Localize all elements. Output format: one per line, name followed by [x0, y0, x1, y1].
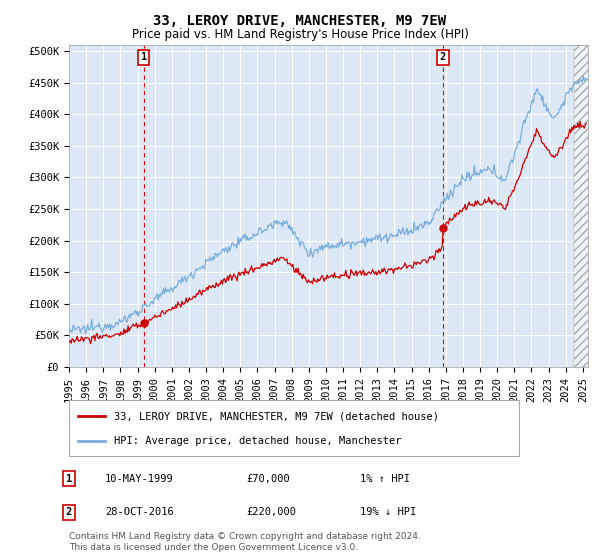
- Text: 2: 2: [440, 53, 446, 62]
- Bar: [574, 45, 592, 367]
- Text: HPI: Average price, detached house, Manchester: HPI: Average price, detached house, Manc…: [114, 436, 401, 446]
- Text: 19% ↓ HPI: 19% ↓ HPI: [360, 507, 416, 517]
- Text: Contains HM Land Registry data © Crown copyright and database right 2024.
This d: Contains HM Land Registry data © Crown c…: [69, 532, 421, 552]
- Text: 28-OCT-2016: 28-OCT-2016: [105, 507, 174, 517]
- Text: 33, LEROY DRIVE, MANCHESTER, M9 7EW (detached house): 33, LEROY DRIVE, MANCHESTER, M9 7EW (det…: [114, 411, 439, 421]
- Text: 1% ↑ HPI: 1% ↑ HPI: [360, 474, 410, 484]
- Text: £70,000: £70,000: [246, 474, 290, 484]
- Text: Price paid vs. HM Land Registry's House Price Index (HPI): Price paid vs. HM Land Registry's House …: [131, 28, 469, 41]
- Text: 1: 1: [66, 474, 72, 484]
- Text: 10-MAY-1999: 10-MAY-1999: [105, 474, 174, 484]
- Text: 1: 1: [140, 53, 147, 62]
- Text: 2: 2: [66, 507, 72, 517]
- Bar: [574, 45, 592, 367]
- Text: £220,000: £220,000: [246, 507, 296, 517]
- Text: 33, LEROY DRIVE, MANCHESTER, M9 7EW: 33, LEROY DRIVE, MANCHESTER, M9 7EW: [154, 14, 446, 28]
